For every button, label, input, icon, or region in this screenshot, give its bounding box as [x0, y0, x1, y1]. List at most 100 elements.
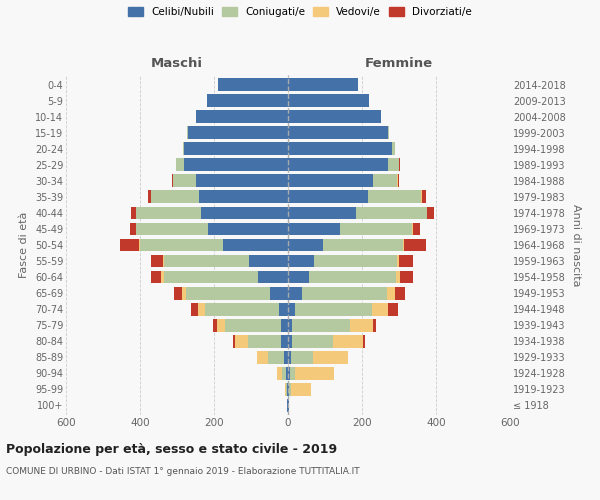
Text: COMUNE DI URBINO - Dati ISTAT 1° gennaio 2019 - Elaborazione TUTTITALIA.IT: COMUNE DI URBINO - Dati ISTAT 1° gennaio… — [6, 468, 359, 476]
Bar — [188, 126, 288, 139]
Bar — [350, 319, 373, 332]
Bar — [148, 190, 151, 203]
Bar — [218, 78, 288, 91]
Y-axis label: Fasce di età: Fasce di età — [19, 212, 29, 278]
Bar — [413, 222, 420, 235]
Bar — [259, 270, 288, 283]
Bar — [249, 254, 288, 268]
Bar — [373, 174, 397, 188]
Bar — [286, 383, 287, 396]
Bar — [373, 302, 388, 316]
Bar — [292, 319, 350, 332]
Bar — [288, 351, 291, 364]
Bar — [281, 335, 288, 347]
Text: Popolazione per età, sesso e stato civile - 2019: Popolazione per età, sesso e stato civil… — [6, 442, 337, 456]
Legend: Celibi/Nubili, Coniugati/e, Vedovi/e, Divorziati/e: Celibi/Nubili, Coniugati/e, Vedovi/e, Di… — [126, 5, 474, 20]
Bar — [176, 158, 184, 171]
Bar — [333, 335, 363, 347]
Bar — [288, 335, 292, 347]
Bar — [164, 270, 259, 283]
Bar — [223, 238, 288, 252]
Bar — [151, 190, 199, 203]
Bar — [398, 174, 400, 188]
Bar — [206, 94, 288, 107]
Bar — [172, 174, 173, 188]
Bar — [196, 110, 288, 123]
Bar — [388, 302, 398, 316]
Bar — [288, 142, 392, 155]
Bar — [257, 351, 268, 364]
Bar — [208, 222, 288, 235]
Bar — [248, 335, 281, 347]
Bar — [287, 399, 288, 412]
Bar — [289, 383, 291, 396]
Bar — [163, 254, 164, 268]
Bar — [201, 206, 288, 220]
Bar — [288, 190, 368, 203]
Bar — [288, 367, 290, 380]
Bar — [363, 335, 365, 347]
Bar — [427, 206, 434, 220]
Bar — [269, 286, 288, 300]
Bar — [314, 254, 397, 268]
Bar — [151, 270, 161, 283]
Bar — [395, 286, 404, 300]
Bar — [268, 351, 284, 364]
Bar — [387, 286, 395, 300]
Bar — [182, 142, 184, 155]
Bar — [161, 270, 164, 283]
Bar — [191, 302, 198, 316]
Bar — [182, 286, 186, 300]
Bar — [288, 254, 314, 268]
Bar — [225, 319, 281, 332]
Bar — [184, 142, 288, 155]
Bar — [286, 367, 288, 380]
Bar — [217, 319, 225, 332]
Bar — [288, 383, 289, 396]
Bar — [288, 78, 358, 91]
Bar — [184, 158, 288, 171]
Bar — [173, 174, 196, 188]
Bar — [388, 158, 399, 171]
Bar — [199, 190, 288, 203]
Bar — [412, 222, 413, 235]
Bar — [205, 302, 279, 316]
Bar — [288, 110, 380, 123]
Bar — [295, 367, 334, 380]
Bar — [356, 206, 427, 220]
Bar — [288, 319, 292, 332]
Bar — [130, 222, 136, 235]
Bar — [288, 399, 289, 412]
Bar — [313, 351, 349, 364]
Bar — [421, 190, 422, 203]
Bar — [173, 286, 182, 300]
Bar — [198, 302, 205, 316]
Bar — [288, 270, 310, 283]
Bar — [397, 254, 399, 268]
Bar — [121, 238, 139, 252]
Bar — [288, 94, 370, 107]
Bar — [404, 238, 426, 252]
Bar — [186, 286, 269, 300]
Bar — [196, 174, 288, 188]
Bar — [403, 238, 404, 252]
Bar — [284, 351, 288, 364]
Bar — [136, 206, 201, 220]
Bar — [281, 319, 288, 332]
Bar — [399, 158, 400, 171]
Bar — [295, 302, 373, 316]
Bar — [288, 126, 388, 139]
Bar — [290, 367, 295, 380]
Bar — [288, 302, 295, 316]
Bar — [392, 142, 395, 155]
Bar — [291, 351, 313, 364]
Bar — [285, 383, 286, 396]
Bar — [292, 335, 333, 347]
Bar — [233, 335, 235, 347]
Bar — [187, 126, 188, 139]
Bar — [388, 126, 389, 139]
Text: Femmine: Femmine — [365, 57, 433, 70]
Bar — [288, 206, 356, 220]
Bar — [287, 383, 288, 396]
Bar — [310, 270, 397, 283]
